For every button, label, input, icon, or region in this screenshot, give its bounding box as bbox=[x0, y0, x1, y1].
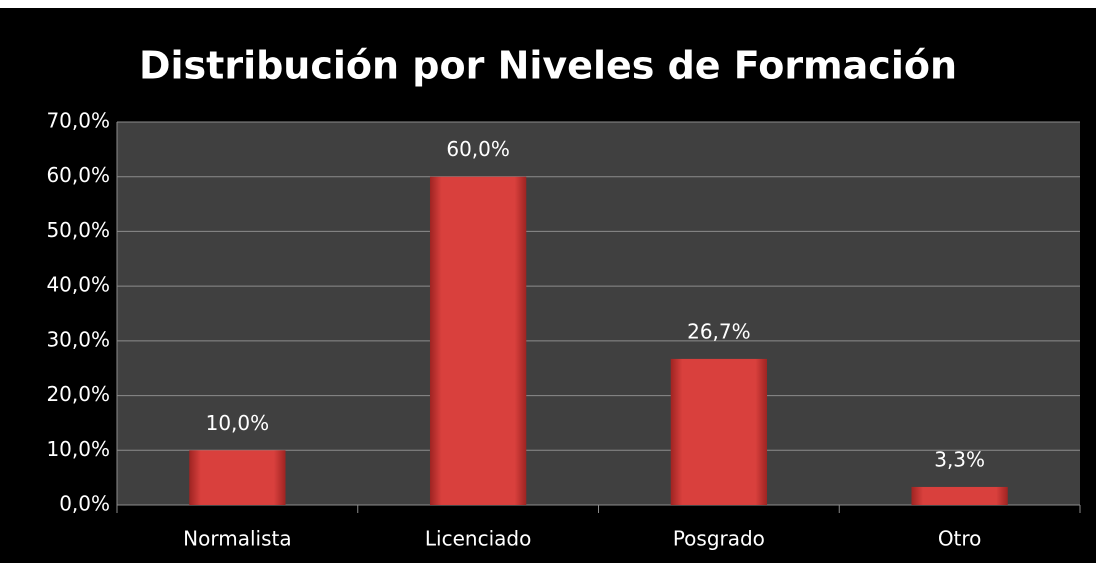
plot-area bbox=[117, 122, 1080, 505]
x-tick-label: Normalista bbox=[183, 527, 291, 551]
y-tick-label: 40,0% bbox=[46, 273, 110, 297]
y-tick-label: 20,0% bbox=[46, 382, 110, 406]
y-tick-label: 60,0% bbox=[46, 163, 110, 187]
bar bbox=[189, 450, 286, 505]
bar bbox=[911, 486, 1008, 505]
value-label: 60,0% bbox=[446, 137, 510, 161]
y-tick-label: 10,0% bbox=[46, 437, 110, 461]
value-label: 3,3% bbox=[934, 447, 985, 471]
value-label: 10,0% bbox=[206, 411, 270, 435]
bar bbox=[670, 358, 768, 505]
y-tick-label: 50,0% bbox=[46, 218, 110, 242]
y-tick-label: 0,0% bbox=[59, 492, 110, 516]
x-tick-label: Posgrado bbox=[673, 527, 765, 551]
x-tick-label: Otro bbox=[938, 527, 982, 551]
chart-title: Distribución por Niveles de Formación bbox=[139, 44, 957, 88]
y-tick-label: 70,0% bbox=[46, 109, 110, 133]
x-tick-label: Licenciado bbox=[425, 527, 531, 551]
y-tick-label: 30,0% bbox=[46, 327, 110, 351]
bar bbox=[429, 176, 527, 505]
value-label: 26,7% bbox=[687, 319, 751, 343]
